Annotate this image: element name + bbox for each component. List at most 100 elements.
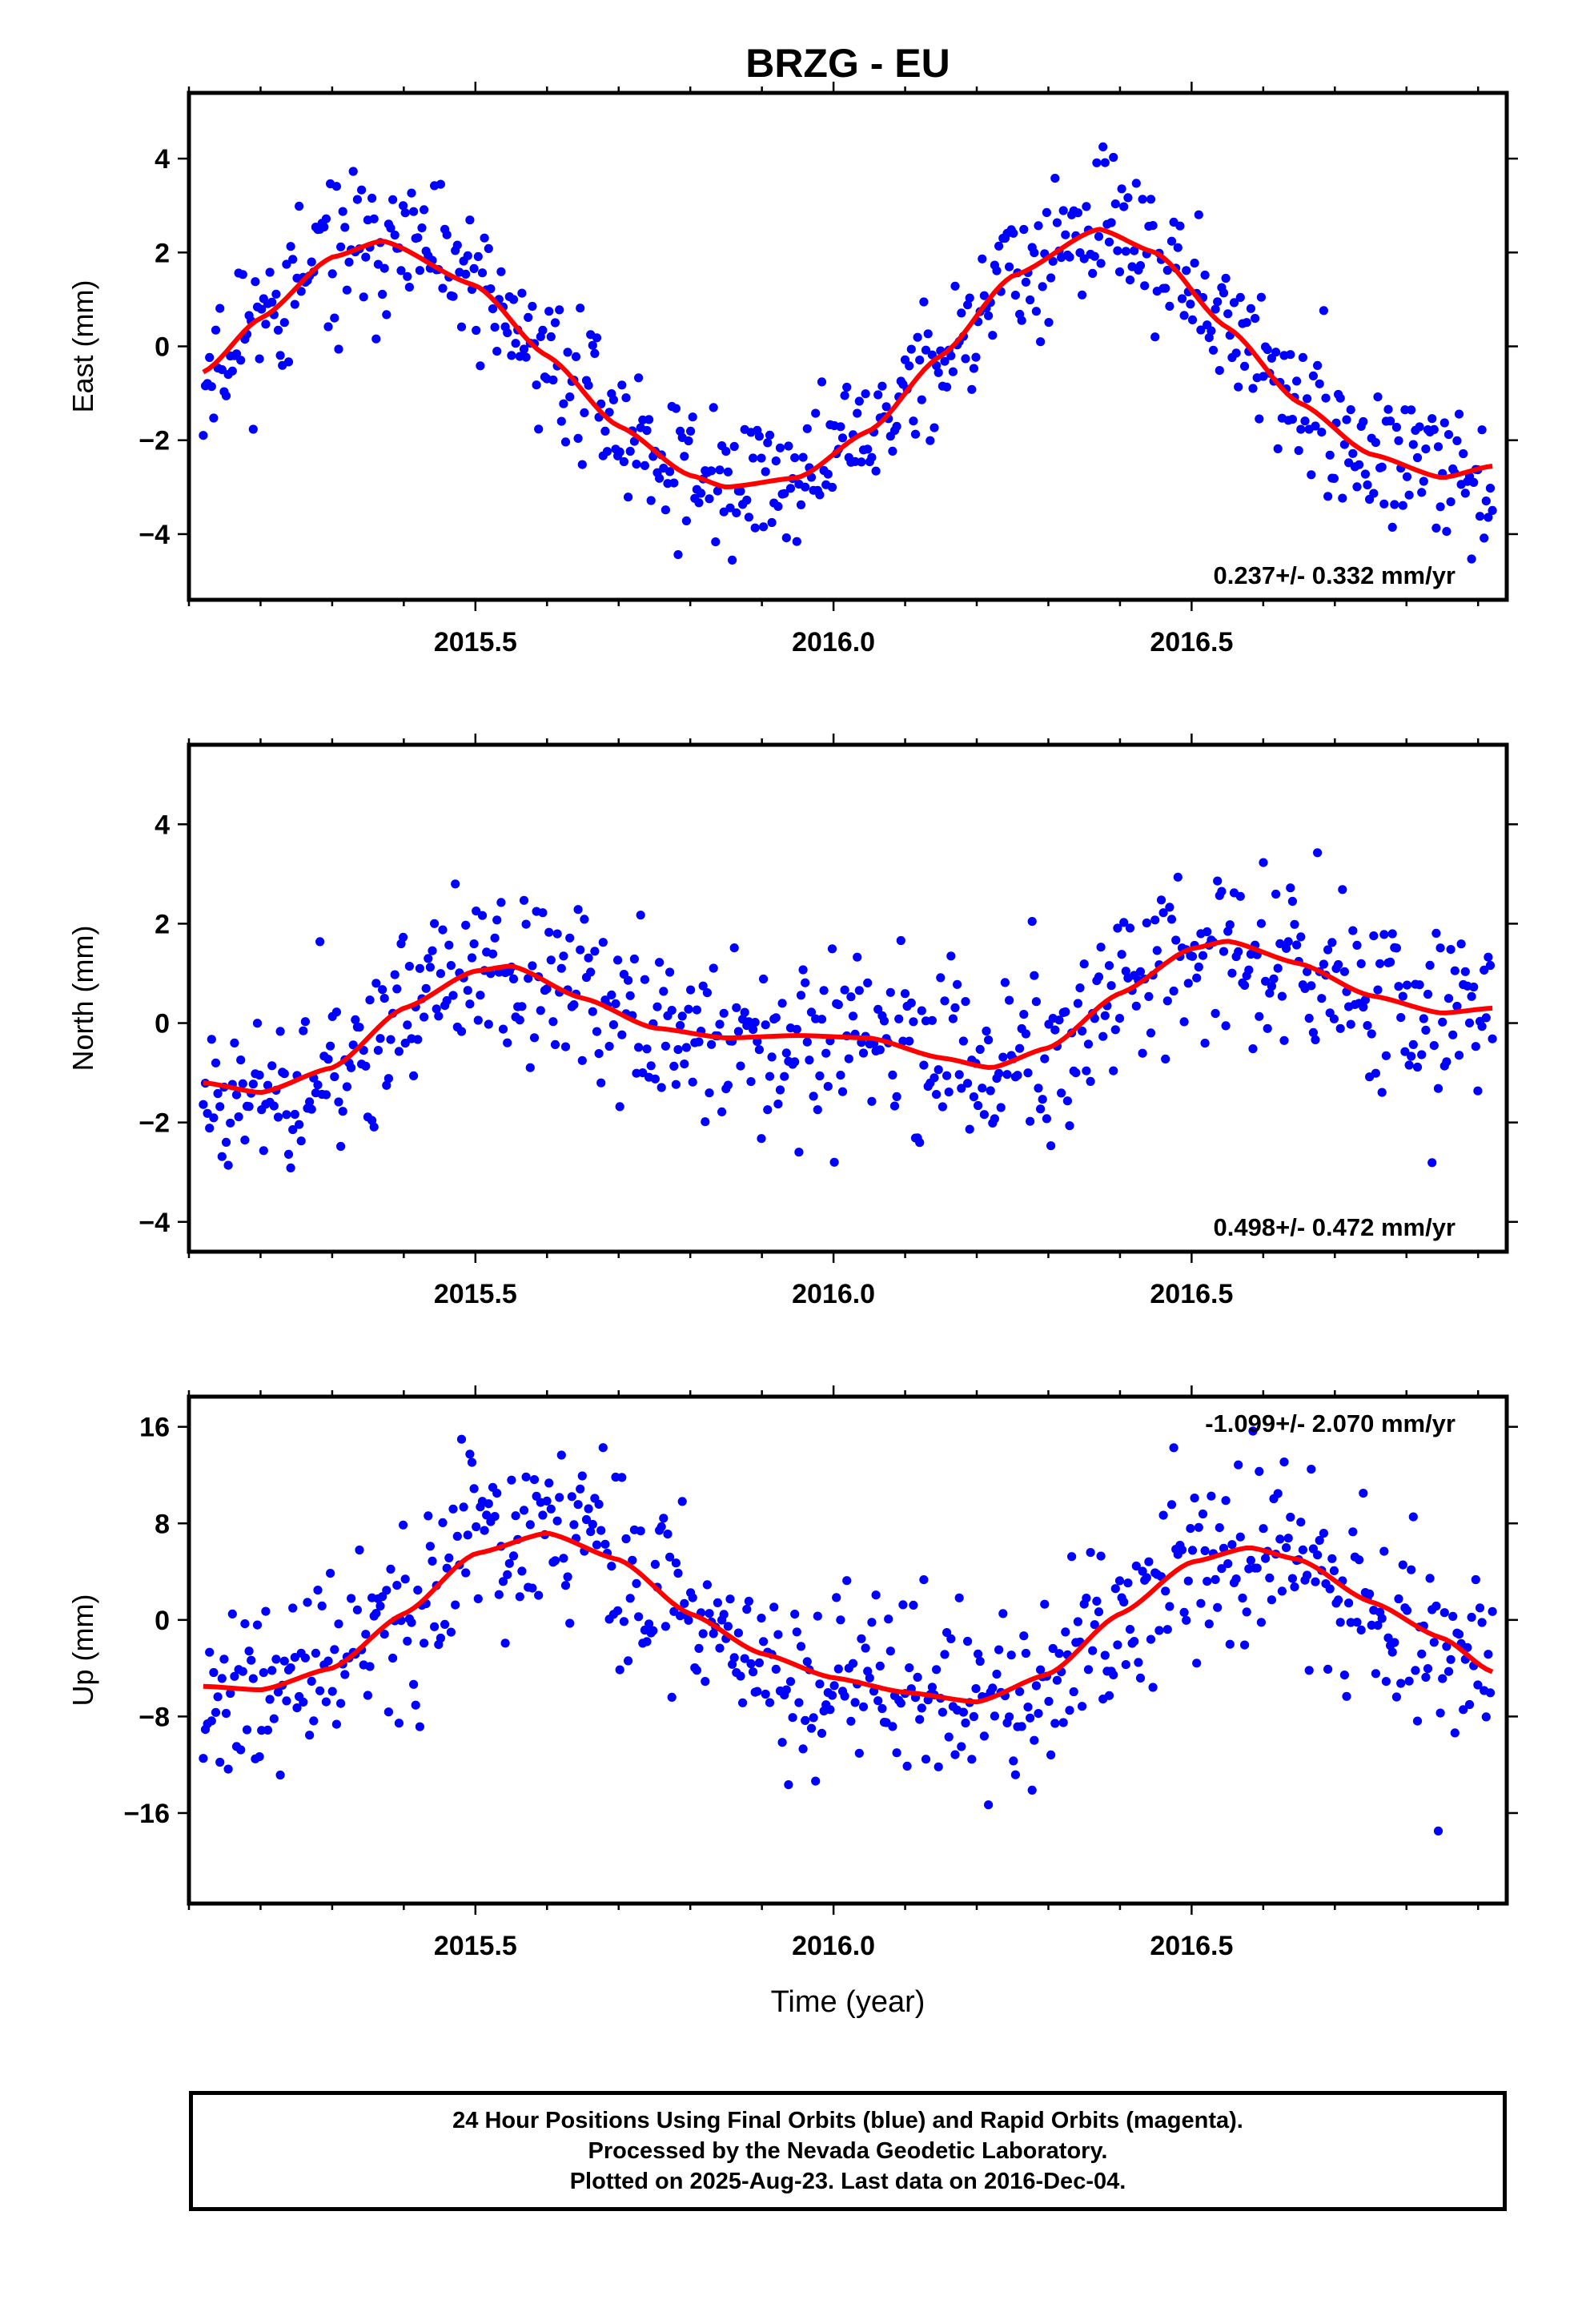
east-point: [1308, 371, 1318, 380]
north-point: [1275, 939, 1285, 948]
up-point: [1069, 1687, 1078, 1697]
up-point: [1204, 1619, 1214, 1629]
east-point: [1150, 332, 1160, 342]
up-point: [226, 1688, 235, 1699]
up-point: [801, 1715, 810, 1725]
north-point: [1477, 1022, 1487, 1031]
east-point: [1065, 252, 1074, 262]
north-point: [307, 1104, 316, 1114]
north-point: [1150, 915, 1160, 925]
up-point: [1417, 1649, 1427, 1659]
up-point: [1238, 1593, 1247, 1603]
up-point: [1286, 1512, 1295, 1522]
up-point: [733, 1628, 744, 1638]
up-point: [347, 1594, 356, 1603]
north-point: [1244, 965, 1254, 975]
up-point: [1359, 1489, 1368, 1498]
up-point: [934, 1762, 943, 1771]
north-point: [792, 1024, 801, 1034]
north-point: [757, 1134, 766, 1144]
north-point: [269, 1101, 279, 1111]
north-point: [283, 1149, 294, 1159]
east-point: [680, 452, 689, 461]
east-point: [861, 389, 870, 399]
north-point: [837, 1087, 848, 1096]
up-point: [199, 1754, 208, 1763]
east-point: [1165, 301, 1174, 311]
north-point: [546, 955, 556, 965]
up-point: [1179, 1607, 1189, 1617]
east-point: [342, 285, 351, 295]
north-point: [1452, 1001, 1462, 1011]
north-point: [1307, 981, 1316, 991]
up-point: [798, 1744, 808, 1754]
north-point: [519, 895, 529, 905]
north-point: [986, 1086, 995, 1096]
up-point: [1464, 1699, 1475, 1710]
up-point: [1298, 1545, 1307, 1554]
up-point: [361, 1630, 371, 1639]
east-point: [961, 354, 970, 364]
up-point: [857, 1634, 866, 1643]
up-point: [552, 1516, 562, 1526]
up-point: [840, 1691, 849, 1701]
up-point: [255, 1752, 264, 1762]
east-point: [352, 195, 362, 204]
east-point: [521, 352, 531, 362]
north-point: [1419, 1014, 1428, 1023]
north-point: [255, 1070, 264, 1080]
up-point: [1021, 1648, 1030, 1659]
up-y-tick-label: −8: [139, 1702, 170, 1732]
up-y-tick-label: 8: [155, 1509, 170, 1539]
east-point: [555, 305, 564, 315]
east-point: [296, 287, 306, 296]
east-point: [1175, 221, 1185, 231]
up-point: [592, 1540, 602, 1550]
east-point: [476, 361, 485, 371]
north-point: [386, 1035, 396, 1044]
north-point: [1460, 967, 1470, 976]
north-point: [1109, 1066, 1118, 1076]
east-point: [673, 550, 683, 560]
north-point: [798, 965, 808, 975]
up-point: [1467, 1612, 1476, 1622]
north-point: [936, 973, 946, 983]
up-point: [825, 1705, 835, 1715]
north-y-axis-label: North (mm): [66, 926, 99, 1072]
up-point: [313, 1586, 323, 1595]
up-point: [1387, 1647, 1397, 1657]
north-point: [915, 1138, 925, 1148]
up-point: [340, 1670, 350, 1679]
up-point: [323, 1656, 333, 1666]
east-point: [1325, 450, 1335, 460]
north-plot-frame: [187, 742, 1509, 1254]
east-point: [1229, 298, 1239, 308]
up-point: [915, 1715, 925, 1724]
east-point: [978, 254, 987, 263]
east-point: [1026, 295, 1035, 305]
up-point: [1429, 1638, 1439, 1647]
north-point: [684, 1004, 693, 1014]
up-point: [625, 1594, 635, 1603]
north-point: [438, 925, 448, 935]
up-point: [1443, 1667, 1454, 1676]
east-point: [1469, 477, 1479, 488]
north-point: [1367, 1029, 1376, 1039]
north-point: [1329, 1014, 1339, 1023]
north-point: [979, 1110, 989, 1120]
north-point: [796, 991, 806, 1000]
east-point: [1407, 405, 1416, 415]
up-point: [1398, 1560, 1407, 1570]
north-point: [1327, 938, 1337, 947]
up-point: [1390, 1638, 1399, 1647]
east-point: [1348, 448, 1358, 458]
north-point: [790, 1057, 800, 1067]
north-point: [661, 1041, 671, 1051]
up-point: [1082, 1594, 1091, 1603]
north-point: [1435, 943, 1445, 953]
north-point: [259, 1146, 268, 1156]
north-point: [461, 920, 471, 930]
north-point: [451, 879, 460, 889]
east-y-axis-label: East (mm): [66, 280, 99, 413]
up-point: [1010, 1770, 1020, 1779]
